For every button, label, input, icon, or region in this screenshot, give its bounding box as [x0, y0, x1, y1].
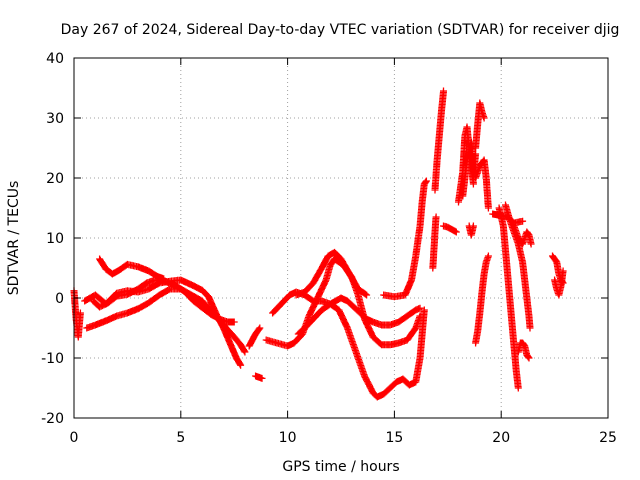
series-arc-13 [429, 213, 440, 272]
y-axis-label: SDTVAR / TECUs [6, 181, 22, 296]
x-axis-label: GPS time / hours [282, 459, 399, 475]
series-arc-10 [294, 294, 424, 338]
data-point-markers [89, 276, 238, 326]
data-points [70, 87, 567, 401]
data-point-markers [294, 294, 424, 338]
series-arc-20 [472, 156, 492, 212]
x-tick-label: 0 [70, 430, 79, 446]
y-tick-label: -10 [41, 351, 64, 367]
series-arc-14 [431, 87, 447, 194]
data-point-markers [431, 87, 447, 194]
series-arc-12 [380, 177, 430, 301]
data-point-markers [440, 222, 460, 236]
series-arc-15 [440, 222, 460, 236]
data-point-markers [70, 287, 84, 341]
y-tick-label: -20 [41, 411, 64, 427]
data-point-markers [96, 255, 168, 283]
series-arc-28 [551, 267, 567, 299]
data-point-markers [495, 204, 522, 392]
series-arc-4 [96, 255, 168, 283]
series-arc-21 [472, 252, 492, 347]
tick-labels: 0 5 10 15 20 25 -20 -10 0 10 20 30 40 [41, 51, 617, 446]
series-arc-1 [70, 287, 84, 341]
series-arc-5 [89, 276, 238, 326]
data-point-markers [472, 99, 488, 152]
series-arc-23 [495, 204, 522, 392]
y-tick-label: 30 [46, 111, 64, 127]
data-point-markers [292, 248, 371, 299]
data-point-markers [551, 267, 567, 299]
series-arc-17 [455, 123, 477, 206]
axis-ticks [73, 57, 609, 419]
series-arc-19 [472, 99, 488, 152]
data-point-markers [472, 156, 492, 212]
x-tick-label: 25 [599, 430, 617, 446]
series-arc-26 [510, 222, 535, 248]
y-tick-label: 40 [46, 51, 64, 67]
grid [74, 58, 608, 418]
data-point-markers [510, 222, 535, 248]
series-arc-11 [292, 248, 371, 299]
data-point-markers [472, 252, 492, 347]
y-tick-label: 10 [46, 231, 64, 247]
chart-title: Day 267 of 2024, Sidereal Day-to-day VTE… [61, 22, 620, 38]
x-tick-label: 10 [279, 430, 297, 446]
series-arc-18 [465, 222, 477, 239]
x-tick-label: 5 [176, 430, 185, 446]
y-tick-label: 0 [55, 291, 64, 307]
series-arc-7 [252, 372, 266, 382]
data-point-markers [465, 222, 477, 239]
data-point-markers [514, 339, 533, 362]
y-tick-label: 20 [46, 171, 64, 187]
data-point-markers [429, 213, 440, 272]
data-point-markers [252, 372, 266, 382]
data-point-markers [455, 123, 477, 206]
x-tick-label: 20 [492, 430, 510, 446]
series-arc-6 [245, 324, 264, 350]
series-arc-25 [514, 339, 533, 362]
x-tick-label: 15 [385, 430, 403, 446]
data-point-markers [245, 324, 264, 350]
data-point-markers [380, 177, 430, 301]
